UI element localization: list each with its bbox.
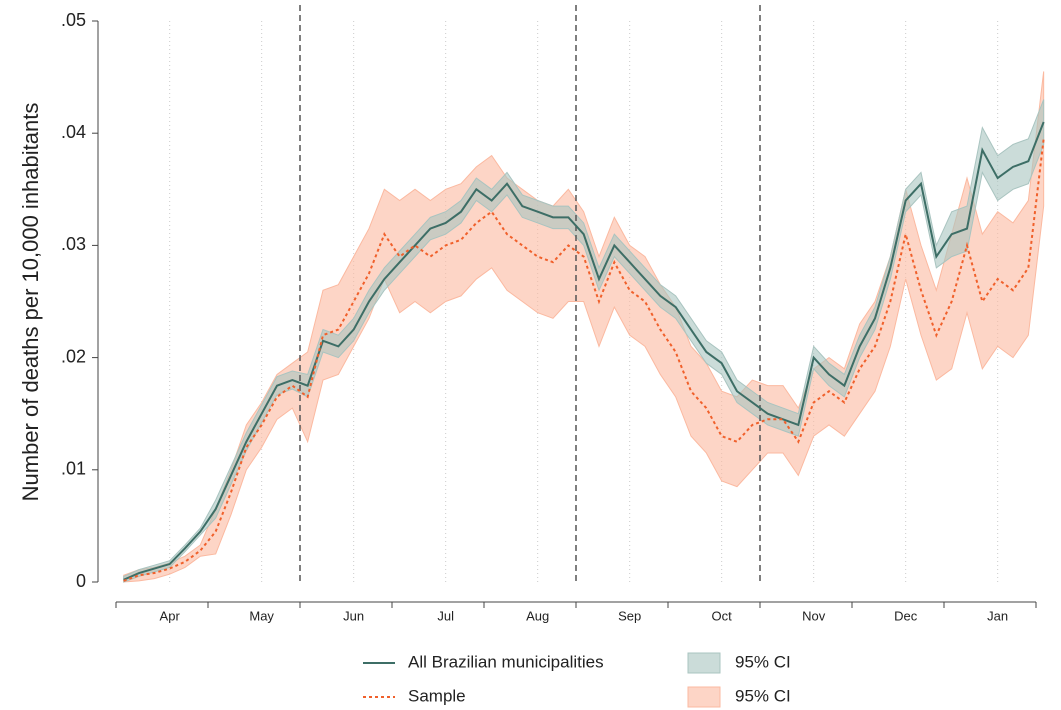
x-tick-label: Jun: [343, 608, 364, 623]
legend-label: Sample: [408, 686, 466, 705]
x-tick-label: Jul: [437, 608, 454, 623]
x-tick-label: Oct: [712, 608, 733, 623]
legend-label: All Brazilian municipalities: [408, 652, 604, 671]
x-tick-label: Aug: [526, 608, 549, 623]
y-tick-label: 0: [76, 571, 86, 591]
legend-swatch: [687, 652, 721, 674]
y-tick-label: .03: [61, 234, 86, 254]
y-tick-label: .05: [61, 10, 86, 30]
legend-label: 95% CI: [735, 686, 791, 705]
x-tick-label: May: [249, 608, 274, 623]
series-line: [123, 121, 1045, 581]
y-tick-label: .01: [61, 459, 86, 479]
legend-label: 95% CI: [735, 652, 791, 671]
y-tick-label: .04: [61, 122, 86, 142]
series-line: [123, 138, 1045, 582]
x-tick-label: Dec: [894, 608, 918, 623]
y-tick-label: .02: [61, 346, 86, 366]
y-axis-label: Number of deaths per 10,000 inhabitants: [18, 103, 43, 502]
x-tick-label: Jan: [987, 608, 1008, 623]
x-tick-label: Sep: [618, 608, 641, 623]
ci-band: [123, 99, 1045, 583]
x-tick-label: Nov: [802, 608, 826, 623]
x-tick-label: Apr: [160, 608, 181, 623]
legend-swatch: [687, 686, 721, 708]
